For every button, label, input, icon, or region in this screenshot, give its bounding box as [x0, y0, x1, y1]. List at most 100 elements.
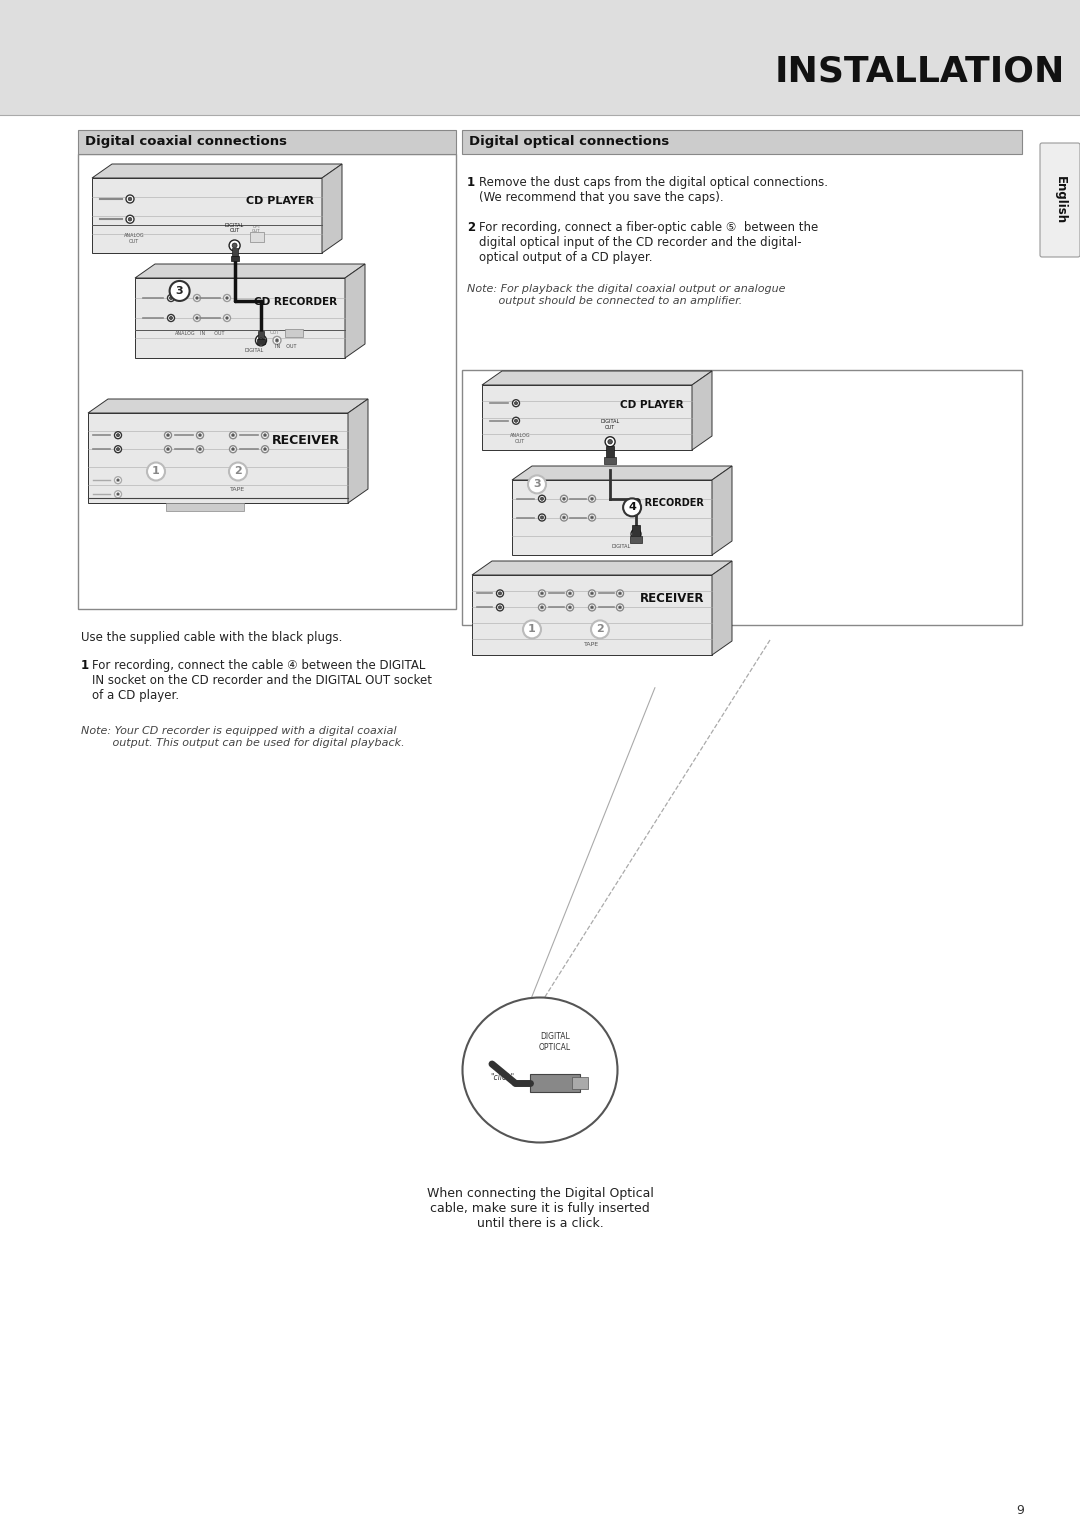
Circle shape [232, 243, 238, 248]
Circle shape [226, 296, 229, 299]
Text: TAPE: TAPE [584, 642, 599, 646]
Circle shape [563, 516, 566, 520]
Text: DIGITAL: DIGITAL [244, 347, 264, 353]
Circle shape [261, 432, 269, 439]
Bar [92, 177, 322, 254]
Bar [632, 526, 640, 536]
Circle shape [170, 296, 173, 299]
Text: CD PLAYER: CD PLAYER [620, 399, 684, 410]
Bar [231, 255, 239, 260]
Polygon shape [712, 466, 732, 555]
Text: CD RECORDER: CD RECORDER [254, 296, 337, 307]
Circle shape [589, 495, 595, 503]
Text: OPT
OUT: OPT OUT [253, 225, 261, 234]
Bar [166, 503, 244, 510]
Text: 1: 1 [152, 466, 160, 477]
Circle shape [195, 296, 199, 299]
Circle shape [589, 590, 595, 597]
Circle shape [197, 432, 203, 439]
Text: 4: 4 [629, 503, 636, 512]
Circle shape [513, 417, 519, 425]
Circle shape [499, 605, 501, 610]
Text: DIGITAL
OUT: DIGITAL OUT [600, 419, 620, 429]
Circle shape [523, 620, 541, 639]
Circle shape [193, 295, 201, 301]
Text: 3: 3 [176, 286, 184, 296]
Circle shape [539, 590, 545, 597]
Text: 9: 9 [1016, 1504, 1024, 1516]
Circle shape [567, 604, 573, 611]
Text: TAPE: TAPE [230, 487, 245, 492]
Bar [482, 385, 692, 451]
Text: RECEIVER: RECEIVER [272, 434, 340, 446]
Text: Digital optical connections: Digital optical connections [469, 136, 670, 148]
Text: 1: 1 [81, 659, 90, 672]
Circle shape [231, 434, 234, 437]
Circle shape [540, 591, 543, 594]
Text: Digital coaxial connections: Digital coaxial connections [85, 136, 287, 148]
Circle shape [623, 498, 642, 516]
Circle shape [258, 338, 264, 342]
Circle shape [634, 532, 638, 536]
Text: ANALOG: ANALOG [175, 332, 195, 336]
Bar [257, 339, 265, 344]
Text: IN    OUT: IN OUT [275, 344, 297, 348]
Circle shape [224, 315, 230, 321]
Circle shape [126, 215, 134, 223]
Polygon shape [92, 163, 342, 177]
Ellipse shape [462, 998, 618, 1143]
Bar [249, 232, 264, 241]
Bar [472, 575, 712, 656]
Bar [630, 536, 642, 542]
Text: ANALOG
OUT: ANALOG OUT [510, 432, 530, 443]
Circle shape [114, 477, 121, 484]
Circle shape [199, 448, 202, 451]
Text: Remove the dust caps from the digital optical connections.
(We recommend that yo: Remove the dust caps from the digital op… [480, 176, 828, 205]
Circle shape [229, 446, 237, 452]
Circle shape [568, 605, 571, 610]
Circle shape [608, 440, 612, 445]
Circle shape [568, 591, 571, 594]
Polygon shape [135, 264, 365, 278]
Circle shape [114, 432, 121, 439]
Text: 1: 1 [528, 625, 536, 634]
Circle shape [197, 446, 203, 452]
Circle shape [164, 432, 172, 439]
Text: Use the supplied cable with the black plugs.: Use the supplied cable with the black pl… [81, 631, 342, 643]
Polygon shape [692, 371, 712, 451]
Bar [0, 0, 1080, 115]
Circle shape [261, 446, 269, 452]
Polygon shape [348, 399, 368, 503]
Circle shape [497, 590, 503, 597]
Text: IN      OUT: IN OUT [200, 332, 225, 336]
Polygon shape [512, 466, 732, 480]
Circle shape [561, 513, 567, 521]
Circle shape [226, 316, 229, 319]
Circle shape [195, 316, 199, 319]
Circle shape [264, 434, 267, 437]
Circle shape [591, 591, 594, 594]
Bar [78, 154, 456, 610]
Circle shape [514, 402, 517, 405]
Bar [572, 1077, 588, 1089]
Circle shape [164, 446, 172, 452]
Text: RECEIVER: RECEIVER [639, 593, 704, 605]
Polygon shape [87, 399, 368, 413]
Text: 2: 2 [467, 222, 475, 234]
Text: Note: For playback the digital coaxial output or analogue
         output should: Note: For playback the digital coaxial o… [467, 284, 785, 306]
Circle shape [229, 432, 237, 439]
Text: 2: 2 [596, 625, 604, 634]
Circle shape [167, 315, 175, 321]
Text: English: English [1053, 176, 1067, 225]
Text: Note: Your CD recorder is equipped with a digital coaxial
         output. This : Note: Your CD recorder is equipped with … [81, 726, 405, 747]
Circle shape [631, 529, 642, 539]
Bar [78, 130, 456, 154]
Circle shape [275, 339, 279, 342]
Circle shape [273, 336, 281, 344]
FancyBboxPatch shape [1040, 144, 1080, 257]
Circle shape [619, 591, 622, 594]
Text: For recording, connect the cable ④ between the DIGITAL
IN socket on the CD recor: For recording, connect the cable ④ betwe… [92, 659, 432, 701]
Polygon shape [472, 561, 732, 575]
Circle shape [567, 590, 573, 597]
Circle shape [117, 434, 120, 437]
